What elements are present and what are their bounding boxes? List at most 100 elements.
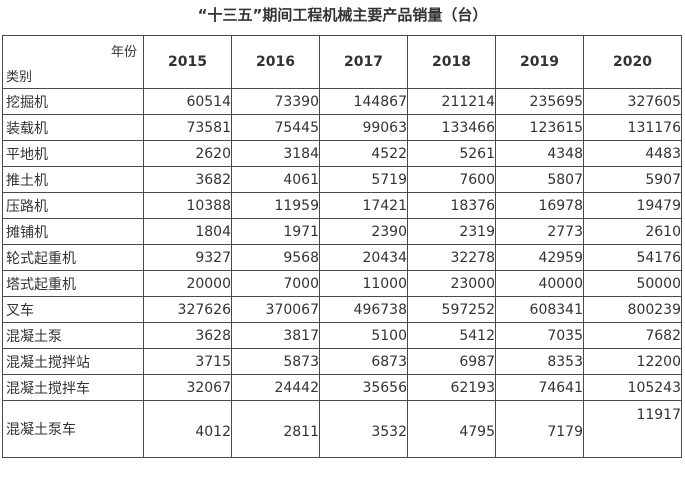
value-cell: 800239 (583, 296, 682, 323)
value-cell: 62193 (407, 374, 496, 401)
value-cell: 7682 (583, 322, 682, 349)
category-cell: 混凝土搅拌站 (2, 348, 144, 375)
page-title: “十三五”期间工程机械主要产品销量（台） (197, 6, 488, 24)
category-cell: 推土机 (2, 166, 144, 193)
value-cell: 235695 (495, 88, 584, 115)
year-header: 2018 (407, 35, 496, 89)
corner-year-label: 年份 (110, 45, 137, 60)
category-cell: 平地机 (2, 140, 144, 167)
value-cell: 19479 (583, 192, 682, 219)
year-header: 2016 (231, 35, 320, 89)
value-cell: 327626 (143, 296, 232, 323)
table-row: 装载机 73581 75445 99063 133466 123615 131176 (2, 114, 682, 141)
value-cell: 9568 (231, 244, 320, 271)
table-row: 压路机 10388 11959 17421 18376 16978 19479 (2, 192, 682, 219)
value-cell: 608341 (495, 296, 584, 323)
year-header: 2015 (143, 35, 232, 89)
table-row: 摊铺机 1804 1971 2390 2319 2773 2610 (2, 218, 682, 245)
year-header: 2019 (495, 35, 584, 89)
value-cell: 1804 (143, 218, 232, 245)
value-cell: 11959 (231, 192, 320, 219)
sales-table: 年份 类别 2015 2016 2017 2018 2019 2020 挖掘机 6… (2, 35, 682, 458)
value-cell: 32067 (143, 374, 232, 401)
value-cell: 2811 (231, 400, 320, 458)
value-cell: 23000 (407, 270, 496, 297)
value-cell: 7000 (231, 270, 320, 297)
value-cell: 3682 (143, 166, 232, 193)
category-cell: 挖掘机 (2, 88, 144, 115)
table-row: 轮式起重机 9327 9568 20434 32278 42959 54176 (2, 244, 682, 271)
value-cell: 4061 (231, 166, 320, 193)
value-cell: 54176 (583, 244, 682, 271)
value-cell: 3532 (319, 400, 408, 458)
category-cell: 混凝土搅拌车 (2, 374, 144, 401)
value-cell: 211214 (407, 88, 496, 115)
value-cell: 4012 (143, 400, 232, 458)
value-cell: 496738 (319, 296, 408, 323)
value-cell: 131176 (583, 114, 682, 141)
value-cell: 370067 (231, 296, 320, 323)
value-cell: 327605 (583, 88, 682, 115)
value-cell: 5100 (319, 322, 408, 349)
value-cell: 144867 (319, 88, 408, 115)
table-row: 挖掘机 60514 73390 144867 211214 235695 327605 (2, 88, 682, 115)
value-cell: 7179 (495, 400, 584, 458)
year-header: 2020 (583, 35, 682, 89)
category-cell: 装载机 (2, 114, 144, 141)
value-cell: 5907 (583, 166, 682, 193)
value-cell: 7035 (495, 322, 584, 349)
value-cell: 2390 (319, 218, 408, 245)
value-cell: 40000 (495, 270, 584, 297)
value-cell: 12200 (583, 348, 682, 375)
table-row: 平地机 2620 3184 4522 5261 4348 4483 (2, 140, 682, 167)
value-cell: 75445 (231, 114, 320, 141)
value-cell: 123615 (495, 114, 584, 141)
value-cell: 2319 (407, 218, 496, 245)
value-cell: 5873 (231, 348, 320, 375)
value-cell: 99063 (319, 114, 408, 141)
value-cell: 42959 (495, 244, 584, 271)
value-cell: 2610 (583, 218, 682, 245)
value-cell: 60514 (143, 88, 232, 115)
value-cell: 105243 (583, 374, 682, 401)
table-body: 挖掘机 60514 73390 144867 211214 235695 327605 装载机… (2, 88, 682, 458)
value-cell: 35656 (319, 374, 408, 401)
category-cell: 混凝土泵 (2, 322, 144, 349)
value-cell: 20000 (143, 270, 232, 297)
table-row: 叉车 327626 370067 496738 597252 608341 800239 (2, 296, 682, 323)
value-cell: 16978 (495, 192, 584, 219)
table-row: 混凝土泵车 4012 2811 3532 4795 7179 11917 (2, 400, 682, 458)
value-cell: 2620 (143, 140, 232, 167)
value-cell: 9327 (143, 244, 232, 271)
value-cell: 6873 (319, 348, 408, 375)
value-cell: 11000 (319, 270, 408, 297)
value-cell: 3817 (231, 322, 320, 349)
year-header: 2017 (319, 35, 408, 89)
value-cell: 18376 (407, 192, 496, 219)
category-cell: 摊铺机 (2, 218, 144, 245)
value-cell: 4522 (319, 140, 408, 167)
value-cell: 10388 (143, 192, 232, 219)
value-cell: 32278 (407, 244, 496, 271)
value-cell: 2773 (495, 218, 584, 245)
value-cell: 133466 (407, 114, 496, 141)
value-cell: 8353 (495, 348, 584, 375)
value-cell: 3715 (143, 348, 232, 375)
category-cell: 轮式起重机 (2, 244, 144, 271)
table-row: 混凝土泵 3628 3817 5100 5412 7035 7682 (2, 322, 682, 349)
value-cell: 1971 (231, 218, 320, 245)
value-cell: 17421 (319, 192, 408, 219)
value-cell: 4483 (583, 140, 682, 167)
value-cell: 74641 (495, 374, 584, 401)
corner-category-label: 类别 (6, 70, 33, 85)
value-cell: 7600 (407, 166, 496, 193)
value-cell: 6987 (407, 348, 496, 375)
value-cell: 5412 (407, 322, 496, 349)
value-cell: 597252 (407, 296, 496, 323)
value-cell: 4795 (407, 400, 496, 458)
value-cell: 24442 (231, 374, 320, 401)
category-cell: 叉车 (2, 296, 144, 323)
value-cell: 73390 (231, 88, 320, 115)
value-cell: 50000 (583, 270, 682, 297)
value-cell: 4348 (495, 140, 584, 167)
